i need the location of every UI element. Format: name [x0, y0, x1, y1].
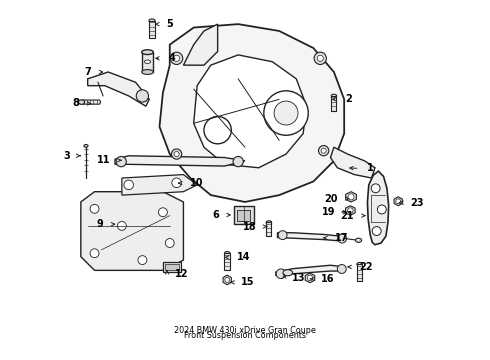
Text: 4: 4 — [169, 53, 175, 63]
Circle shape — [158, 208, 168, 217]
Bar — [234, 206, 254, 224]
Text: 13: 13 — [292, 273, 305, 283]
Circle shape — [314, 52, 326, 64]
Circle shape — [317, 55, 323, 62]
Ellipse shape — [149, 19, 155, 22]
Circle shape — [276, 269, 286, 279]
Text: 8: 8 — [73, 99, 79, 108]
Text: 19: 19 — [321, 207, 335, 217]
Polygon shape — [160, 24, 344, 202]
Ellipse shape — [331, 94, 337, 98]
Polygon shape — [368, 171, 389, 245]
Circle shape — [233, 157, 244, 167]
Bar — [357, 264, 362, 281]
Polygon shape — [81, 100, 100, 104]
Circle shape — [372, 226, 381, 235]
Polygon shape — [394, 197, 402, 206]
Text: 18: 18 — [243, 222, 256, 231]
Ellipse shape — [84, 144, 88, 147]
Circle shape — [337, 265, 346, 274]
Ellipse shape — [78, 100, 85, 104]
Polygon shape — [88, 72, 149, 106]
Bar — [149, 21, 155, 38]
Circle shape — [116, 157, 126, 167]
Text: 21: 21 — [340, 211, 354, 221]
Circle shape — [171, 52, 183, 64]
Text: 5: 5 — [166, 19, 173, 29]
Bar — [163, 262, 181, 272]
Text: 20: 20 — [324, 194, 337, 203]
Text: 2024 BMW 430i xDrive Gran Coupe: 2024 BMW 430i xDrive Gran Coupe — [174, 326, 316, 336]
Circle shape — [348, 194, 354, 200]
Bar — [224, 253, 230, 270]
Circle shape — [307, 275, 313, 281]
Polygon shape — [194, 55, 307, 168]
Circle shape — [264, 91, 308, 135]
Text: 15: 15 — [241, 277, 254, 287]
Polygon shape — [345, 206, 355, 215]
Text: 2: 2 — [345, 94, 352, 104]
Circle shape — [124, 180, 133, 190]
Circle shape — [136, 90, 148, 102]
Ellipse shape — [145, 60, 150, 63]
Circle shape — [338, 234, 346, 243]
Polygon shape — [276, 265, 344, 275]
Text: 3: 3 — [63, 151, 70, 161]
Circle shape — [347, 208, 353, 213]
Circle shape — [172, 178, 181, 188]
Circle shape — [204, 117, 231, 144]
Circle shape — [90, 249, 99, 258]
Ellipse shape — [357, 262, 362, 266]
Polygon shape — [345, 192, 356, 202]
Circle shape — [90, 204, 99, 213]
Circle shape — [318, 145, 329, 156]
Text: Front Suspension Components: Front Suspension Components — [184, 332, 306, 341]
Text: 12: 12 — [174, 269, 188, 279]
Circle shape — [321, 148, 326, 153]
Bar — [165, 264, 179, 270]
Circle shape — [274, 101, 298, 125]
Polygon shape — [305, 273, 315, 283]
Text: 1: 1 — [367, 163, 374, 174]
Polygon shape — [183, 24, 218, 65]
Circle shape — [173, 55, 180, 62]
Ellipse shape — [283, 270, 293, 276]
Polygon shape — [330, 147, 375, 178]
Text: 9: 9 — [97, 219, 103, 229]
Text: 14: 14 — [237, 252, 250, 262]
Polygon shape — [277, 233, 344, 241]
Text: 11: 11 — [97, 155, 110, 165]
Circle shape — [371, 184, 380, 193]
Bar — [331, 96, 336, 111]
Circle shape — [225, 278, 230, 282]
Circle shape — [118, 221, 126, 230]
Text: 22: 22 — [359, 262, 373, 272]
Text: 16: 16 — [321, 274, 334, 284]
Circle shape — [172, 149, 182, 159]
Text: 17: 17 — [335, 233, 348, 243]
Circle shape — [138, 256, 147, 265]
Text: 23: 23 — [410, 198, 423, 208]
Circle shape — [377, 205, 386, 214]
Text: 10: 10 — [190, 178, 203, 188]
Circle shape — [278, 231, 287, 240]
Circle shape — [396, 199, 401, 204]
Polygon shape — [81, 192, 183, 270]
Ellipse shape — [355, 238, 362, 242]
Bar — [238, 210, 250, 221]
Polygon shape — [115, 156, 245, 166]
Circle shape — [174, 152, 179, 157]
Ellipse shape — [266, 221, 271, 224]
Ellipse shape — [224, 252, 230, 255]
Bar — [266, 222, 271, 236]
Text: 7: 7 — [84, 67, 91, 77]
Text: 6: 6 — [212, 210, 219, 220]
Ellipse shape — [142, 50, 153, 55]
Ellipse shape — [142, 69, 153, 75]
Circle shape — [165, 239, 174, 247]
Polygon shape — [223, 275, 231, 285]
Polygon shape — [122, 175, 197, 195]
Bar — [142, 52, 153, 72]
